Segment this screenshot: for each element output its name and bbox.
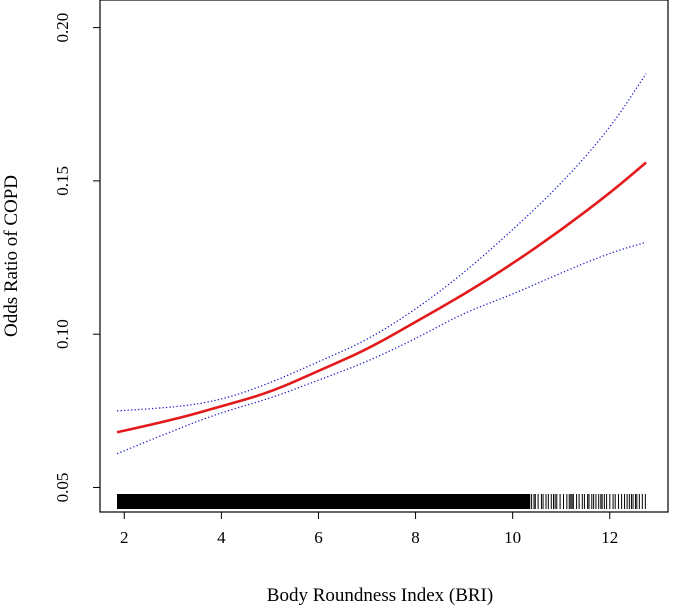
rug-marks [117,494,645,509]
series-estimate-line [117,162,646,432]
series-group [117,74,646,454]
rug-band [117,494,530,509]
plot-frame [100,0,668,512]
x-tick-label: 12 [601,528,618,547]
x-axis-label: Body Roundness Index (BRI) [267,585,493,606]
x-tick-label: 6 [314,528,323,547]
y-tick-label: 0.15 [53,166,72,196]
y-tick-label: 0.10 [53,319,72,349]
x-tick-label: 10 [504,528,521,547]
x-axis: 2 4 6 8 10 12 [120,512,618,547]
y-tick-label: 0.05 [53,473,72,503]
x-tick-label: 8 [411,528,420,547]
y-axis: 0.05 0.10 0.15 0.20 [53,13,100,503]
x-tick-label: 2 [120,528,129,547]
x-tick-label: 4 [217,528,226,547]
series-lower-line [117,242,646,454]
y-axis-label: Odds Ratio of COPD [1,175,22,337]
series-upper-line [117,74,646,411]
y-tick-label: 0.20 [53,13,72,43]
